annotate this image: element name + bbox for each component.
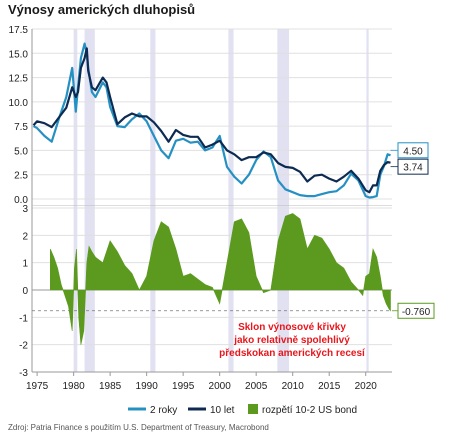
series-line-2y xyxy=(32,42,391,199)
legend: 2 roky 10 let rozpětí 10-2 US bond xyxy=(128,404,357,416)
recession-bands xyxy=(73,29,369,372)
source-note: Zdroj: Patria Finance s použitím U.S. De… xyxy=(8,423,269,432)
recession-band xyxy=(150,29,156,372)
top-y-tick-label: 10.0 xyxy=(9,98,29,109)
x-tick-label: 2000 xyxy=(209,381,232,392)
top-y-tick-label: 15.0 xyxy=(9,49,29,60)
bottom-y-tick-label: -2 xyxy=(19,341,28,352)
x-tick-label: 1985 xyxy=(99,381,122,392)
series-line-10y xyxy=(32,47,391,194)
x-tick-label: 2010 xyxy=(282,381,305,392)
recession-band xyxy=(84,29,95,372)
x-tick-label: 2015 xyxy=(318,381,341,392)
top-y-tick-label: 5.0 xyxy=(14,146,28,157)
recession-band xyxy=(366,29,369,372)
chart-title: Výnosy amerických dluhopisů xyxy=(8,2,196,17)
axes: 0.0 2.5 5.0 7.5 10.0 12.5 15.0 17.5 3 2 1 0 -1 -2 -3 19… xyxy=(9,25,392,392)
annotation-line-1: Sklon výnosové křivky xyxy=(238,322,346,333)
bottom-y-tick-label: 1 xyxy=(22,259,28,270)
annotation-line-2: jako relativně spolehlivý xyxy=(233,335,350,346)
yield-lines xyxy=(32,42,391,199)
x-tick-label: 1980 xyxy=(62,381,85,392)
callout-2y-box xyxy=(397,142,429,159)
bottom-y-tick-label: 3 xyxy=(22,204,28,215)
end-value-callouts: 4.50 3.74 -0.760 xyxy=(32,142,435,319)
spread-area xyxy=(50,213,391,345)
x-tick-label: 2020 xyxy=(355,381,378,392)
bottom-y-tick-label: 0 xyxy=(22,286,28,297)
callout-10y-label: 3.74 xyxy=(403,163,423,174)
top-y-tick-label: 7.5 xyxy=(14,122,28,133)
callout-spread-label: -0.760 xyxy=(402,307,431,318)
x-tick-label: 1995 xyxy=(172,381,195,392)
recession-band xyxy=(73,29,78,372)
bottom-y-tick-label: 2 xyxy=(22,231,28,242)
top-y-tick-label: 17.5 xyxy=(9,25,29,36)
callout-spread-box xyxy=(397,302,435,319)
legend-label-spread: rozpětí 10-2 US bond xyxy=(262,405,357,416)
bottom-y-tick-label: -1 xyxy=(19,313,28,324)
x-tick-label: 1990 xyxy=(136,381,159,392)
legend-label-10y: 10 let xyxy=(210,405,235,416)
top-y-tick-label: 12.5 xyxy=(9,74,29,85)
recession-band xyxy=(277,29,290,372)
x-tick-label: 2005 xyxy=(245,381,268,392)
legend-swatch-spread xyxy=(248,404,258,414)
spread-area-fill xyxy=(50,213,391,345)
callout-2y-label: 4.50 xyxy=(403,146,423,157)
callout-10y-box xyxy=(397,158,429,175)
x-tick-label: 1975 xyxy=(26,381,49,392)
bottom-y-tick-label: -3 xyxy=(19,368,28,379)
annotation-line-3: předskokan amerických recesí xyxy=(219,348,366,359)
top-y-tick-label: 0.0 xyxy=(14,195,28,206)
recession-annotation: Sklon výnosové křivky jako relativně spo… xyxy=(219,322,366,359)
recession-band xyxy=(228,29,234,372)
legend-label-2y: 2 roky xyxy=(150,405,177,416)
top-y-tick-label: 2.5 xyxy=(14,171,28,182)
